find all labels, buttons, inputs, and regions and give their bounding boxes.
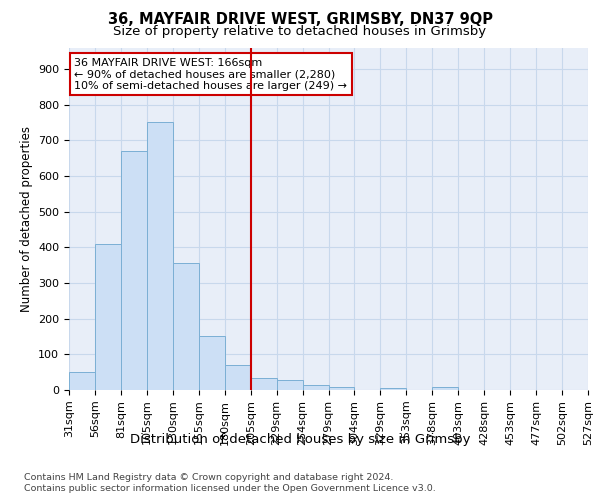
- Bar: [147, 122, 173, 390]
- Text: 36 MAYFAIR DRIVE WEST: 166sqm
← 90% of detached houses are smaller (2,280)
10% o: 36 MAYFAIR DRIVE WEST: 166sqm ← 90% of d…: [74, 58, 347, 91]
- Text: 36, MAYFAIR DRIVE WEST, GRIMSBY, DN37 9QP: 36, MAYFAIR DRIVE WEST, GRIMSBY, DN37 9Q…: [107, 12, 493, 28]
- Bar: [433, 387, 458, 390]
- Bar: [302, 384, 329, 390]
- Y-axis label: Number of detached properties: Number of detached properties: [20, 126, 32, 312]
- Text: Contains public sector information licensed under the Open Government Licence v3: Contains public sector information licen…: [24, 484, 436, 493]
- Bar: [95, 244, 121, 390]
- Bar: [329, 387, 355, 390]
- Text: Distribution of detached houses by size in Grimsby: Distribution of detached houses by size …: [130, 432, 470, 446]
- Text: Contains HM Land Registry data © Crown copyright and database right 2024.: Contains HM Land Registry data © Crown c…: [24, 472, 394, 482]
- Bar: [251, 378, 277, 390]
- Bar: [380, 388, 406, 390]
- Bar: [225, 365, 251, 390]
- Bar: [121, 151, 147, 390]
- Text: Size of property relative to detached houses in Grimsby: Size of property relative to detached ho…: [113, 25, 487, 38]
- Bar: [69, 372, 95, 390]
- Bar: [199, 336, 224, 390]
- Bar: [277, 380, 302, 390]
- Bar: [173, 264, 199, 390]
